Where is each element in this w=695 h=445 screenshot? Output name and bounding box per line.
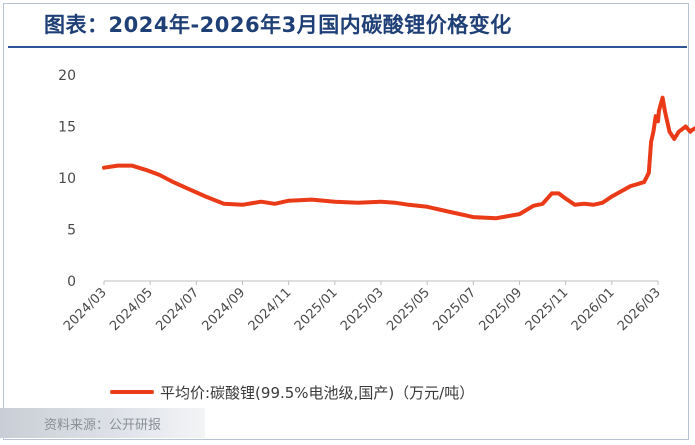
- source-note: 资料来源：公开研报: [44, 418, 162, 433]
- x-tick-label: 2025/11: [523, 285, 572, 334]
- title-underline: [8, 46, 687, 48]
- x-tick-label: 2025/05: [384, 285, 433, 334]
- legend-swatch: [110, 390, 154, 394]
- chart-frame: [3, 3, 689, 440]
- x-tick-label: 2025/09: [477, 285, 526, 334]
- x-tick-label: 2026/03: [615, 285, 664, 334]
- x-tick-label: 2024/05: [107, 285, 156, 334]
- x-tick-label: 2025/03: [338, 285, 387, 334]
- y-tick-label: 10: [58, 171, 76, 187]
- x-tick-label: 2024/07: [153, 285, 202, 334]
- x-tick-label: 2024/11: [246, 285, 295, 334]
- legend: 平均价:碳酸锂(99.5%电池级,国产)（万元/吨）: [110, 382, 474, 402]
- y-tick-label: 15: [58, 120, 76, 136]
- x-tick-label: 2024/09: [200, 285, 249, 334]
- x-tick-label: 2024/03: [61, 285, 110, 334]
- y-tick-label: 0: [67, 274, 76, 290]
- x-tick-label: 2026/01: [569, 285, 618, 334]
- x-tick-label: 2025/01: [292, 285, 341, 334]
- y-tick-label: 20: [58, 68, 76, 84]
- source-banner: [0, 408, 205, 438]
- y-tick-label: 5: [67, 223, 76, 239]
- legend-label: 平均价:碳酸锂(99.5%电池级,国产)（万元/吨）: [160, 383, 475, 402]
- chart-title: 图表：2024年-2026年3月国内碳酸锂价格变化: [44, 13, 512, 37]
- series-line: [102, 95, 695, 221]
- x-tick-label: 2025/07: [430, 285, 479, 334]
